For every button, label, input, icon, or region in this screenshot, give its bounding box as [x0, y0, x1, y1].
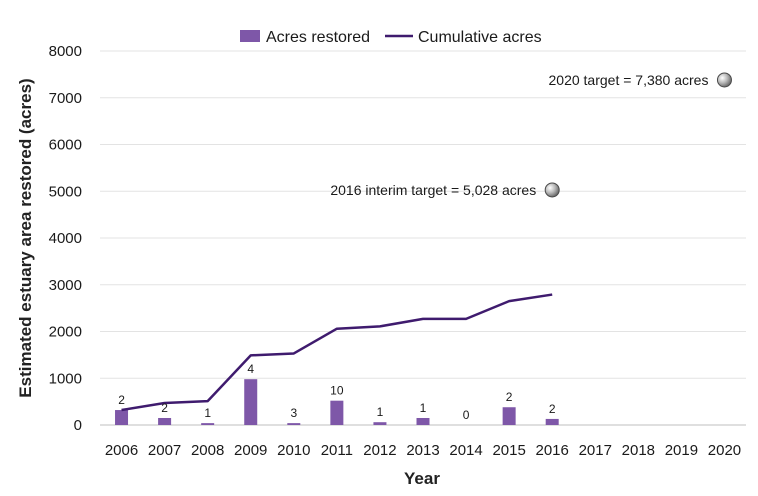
bar-2007 [158, 417, 172, 425]
x-tick-label-2011: 2011 [321, 442, 353, 459]
target-markers: 2016 interim target = 5,028 acres 2020 ta… [330, 72, 732, 198]
bar-2012 [373, 422, 387, 425]
bar-2016 [545, 418, 559, 425]
y-tick-label-4000: 4000 [49, 230, 82, 247]
legend: Acres restored Cumulative acres [240, 29, 542, 46]
y-axis-ticks: 0 1000 2000 3000 4000 5000 6000 7000 8000 [49, 43, 82, 434]
data-label-2008: 1 [204, 406, 211, 420]
bar-2009 [244, 379, 258, 425]
x-tick-label-2017: 2017 [579, 442, 612, 459]
y-tick-label-6000: 6000 [49, 137, 82, 154]
y-tick-label-2000: 2000 [49, 324, 82, 341]
bar-2011 [330, 400, 344, 425]
x-tick-label-2009: 2009 [234, 442, 267, 459]
data-label-2011: 10 [330, 384, 344, 398]
x-tick-label-2018: 2018 [622, 442, 655, 459]
bar-2015 [502, 407, 516, 425]
y-tick-label-0: 0 [74, 417, 82, 434]
target-label-2020: 2020 target = 7,380 acres [549, 72, 709, 88]
x-tick-label-2006: 2006 [105, 442, 138, 459]
y-axis-title: Estimated estuary area restored (acres) [16, 78, 35, 397]
y-tick-label-1000: 1000 [49, 370, 82, 387]
bar-2006 [115, 410, 129, 425]
data-label-2014: 0 [463, 408, 470, 422]
x-tick-label-2020: 2020 [708, 442, 741, 459]
x-tick-label-2016: 2016 [536, 442, 569, 459]
x-tick-label-2007: 2007 [148, 442, 181, 459]
bar-2013 [416, 417, 430, 425]
x-axis-ticks: 2006 2007 2008 2009 2010 2011 2012 2013 2014 2015… [105, 442, 741, 459]
target-marker-2016 [544, 182, 560, 198]
bar-2008 [201, 423, 215, 425]
data-label-2015: 2 [506, 390, 513, 404]
x-tick-label-2008: 2008 [191, 442, 224, 459]
bar-2010 [287, 423, 301, 425]
bar-series [115, 379, 559, 425]
y-tick-label-3000: 3000 [49, 277, 82, 294]
legend-label-cumulative-acres: Cumulative acres [418, 29, 542, 46]
data-label-2016: 2 [549, 402, 556, 416]
x-tick-label-2014: 2014 [449, 442, 482, 459]
data-label-2013: 1 [420, 401, 427, 415]
legend-label-acres-restored: Acres restored [266, 29, 370, 46]
data-label-2010: 3 [290, 406, 297, 420]
line-series [121, 293, 553, 412]
cumulative-acres-line [121, 293, 553, 412]
x-tick-label-2010: 2010 [277, 442, 310, 459]
target-marker-2020 [716, 72, 732, 88]
x-tick-label-2015: 2015 [492, 442, 525, 459]
x-axis-title: Year [404, 469, 440, 488]
y-tick-label-5000: 5000 [49, 183, 82, 200]
legend-swatch-acres-restored [240, 30, 260, 42]
target-label-2016: 2016 interim target = 5,028 acres [330, 182, 536, 198]
x-tick-label-2012: 2012 [363, 442, 396, 459]
data-label-2012: 1 [377, 405, 384, 419]
data-label-2006: 2 [118, 393, 125, 407]
data-label-2009: 4 [247, 362, 254, 376]
x-tick-label-2013: 2013 [406, 442, 439, 459]
y-tick-label-8000: 8000 [49, 43, 82, 60]
y-tick-label-7000: 7000 [49, 90, 82, 107]
gridlines [100, 50, 746, 426]
data-label-2007: 2 [161, 401, 168, 415]
x-tick-label-2019: 2019 [665, 442, 698, 459]
